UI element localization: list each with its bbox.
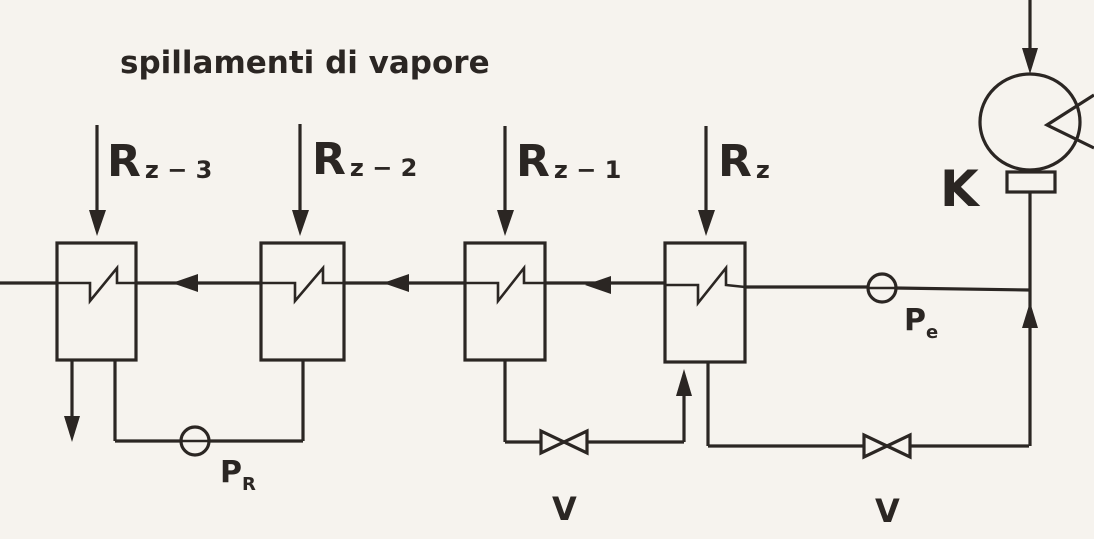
heater-label-main: R [718, 136, 752, 187]
drain-valve-line-2: V [706, 362, 1029, 530]
valve-label: V [552, 490, 577, 528]
arrow-down-icon [292, 210, 309, 236]
arrow-down-icon [89, 210, 106, 236]
heat-exchanger-coil-icon [261, 264, 344, 305]
valve-icon [862, 432, 912, 460]
heat-exchanger-coil-icon [465, 264, 545, 305]
svg-text:PR: PR [220, 455, 256, 495]
condenser-label: K [940, 160, 981, 218]
drain-pump-line: PR [113, 360, 305, 495]
heater-label-sub: z − 1 [554, 156, 622, 184]
heater-label-main: R [107, 136, 141, 187]
svg-text:Rz: Rz [718, 136, 770, 187]
diagram-title: spillamenti di vapore [120, 45, 490, 81]
arrow-up-icon [1022, 302, 1038, 328]
pump-r-label-main: P [220, 455, 242, 490]
heater-label-sub: z − 3 [145, 156, 213, 184]
pump-pe: Pe [866, 272, 938, 343]
drain-valve-line-1: V [503, 360, 692, 528]
arrow-left-icon [585, 276, 611, 294]
arrow-down-icon [1022, 48, 1038, 74]
heater-label-main: R [312, 134, 346, 185]
pump-pe-icon [866, 272, 898, 304]
arrow-left-icon [172, 274, 198, 292]
svg-text:Pe: Pe [904, 303, 938, 343]
heater-label-sub: z [756, 156, 770, 184]
valve-label: V [875, 492, 900, 530]
heat-exchanger-coil-icon [665, 264, 746, 307]
flow-arrows-left [172, 274, 611, 294]
arrow-left-icon [383, 274, 409, 292]
svg-text:Rz − 3: Rz − 3 [107, 136, 212, 187]
arrow-down-icon [497, 210, 514, 236]
heat-exchanger-coil-icon [57, 264, 136, 305]
arrow-down-icon [64, 416, 80, 442]
pump-e-label-sub: e [926, 322, 938, 343]
heater-label-sub: z − 2 [350, 154, 418, 182]
pump-pr-icon [179, 425, 211, 457]
arrow-down-icon [698, 210, 715, 236]
pump-e-label-main: P [904, 303, 926, 338]
svg-text:Rz − 1: Rz − 1 [516, 136, 621, 187]
svg-text:Rz − 2: Rz − 2 [312, 134, 417, 185]
heater-label-main: R [516, 136, 550, 187]
condenser-k: K [940, 0, 1094, 446]
pump-r-label-sub: R [242, 474, 256, 495]
valve-icon [539, 428, 589, 456]
arrow-up-icon [676, 369, 692, 396]
